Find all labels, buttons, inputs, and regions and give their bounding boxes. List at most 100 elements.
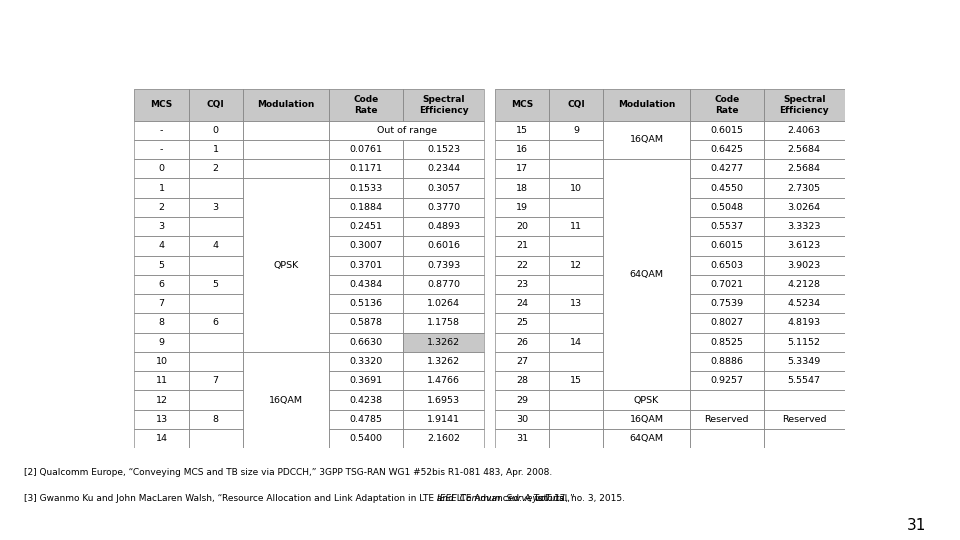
- Bar: [549, 294, 603, 313]
- Text: 0.8886: 0.8886: [710, 357, 743, 366]
- Text: -: -: [159, 126, 163, 135]
- Text: 12: 12: [570, 261, 582, 269]
- Text: 0.4785: 0.4785: [349, 415, 383, 424]
- Bar: [188, 198, 243, 217]
- Bar: [134, 390, 188, 410]
- Text: 1.0264: 1.0264: [427, 299, 460, 308]
- Text: 0.1171: 0.1171: [349, 164, 383, 173]
- Text: 0.6630: 0.6630: [349, 338, 383, 347]
- Bar: [134, 179, 188, 198]
- Bar: [329, 352, 403, 371]
- Bar: [763, 198, 845, 217]
- Bar: [403, 275, 485, 294]
- Text: 11: 11: [156, 376, 167, 385]
- Bar: [329, 313, 403, 333]
- Text: 5: 5: [158, 261, 164, 269]
- Bar: [690, 179, 763, 198]
- Bar: [134, 121, 188, 140]
- Bar: [763, 89, 845, 121]
- Text: 4.8193: 4.8193: [787, 319, 821, 327]
- Bar: [134, 159, 188, 179]
- Bar: [134, 198, 188, 217]
- Bar: [403, 313, 485, 333]
- Bar: [549, 89, 603, 121]
- Bar: [403, 410, 485, 429]
- Bar: [188, 237, 243, 255]
- Bar: [763, 179, 845, 198]
- Bar: [329, 121, 485, 140]
- Bar: [329, 237, 403, 255]
- Bar: [403, 179, 485, 198]
- Text: 64QAM: 64QAM: [630, 434, 663, 443]
- Text: 25: 25: [516, 319, 528, 327]
- Bar: [603, 121, 690, 159]
- Bar: [690, 352, 763, 371]
- Bar: [134, 179, 188, 198]
- Bar: [690, 275, 763, 294]
- Bar: [243, 159, 329, 179]
- Bar: [549, 333, 603, 352]
- Text: Modulation: Modulation: [618, 100, 675, 110]
- Bar: [329, 159, 403, 179]
- Text: [3] Gwanmo Ku and John MacLaren Walsh, “Resource Allocation and Link Adaptation : [3] Gwanmo Ku and John MacLaren Walsh, “…: [24, 494, 578, 503]
- Bar: [243, 89, 329, 121]
- Bar: [549, 121, 603, 140]
- Bar: [690, 159, 763, 179]
- Text: 3.9023: 3.9023: [787, 261, 821, 269]
- Bar: [243, 179, 329, 352]
- Bar: [403, 333, 485, 352]
- Bar: [549, 352, 603, 371]
- Bar: [494, 294, 549, 313]
- Text: 0.4893: 0.4893: [427, 222, 460, 231]
- Bar: [763, 255, 845, 275]
- Text: 0.6503: 0.6503: [710, 261, 743, 269]
- Text: 5.3349: 5.3349: [787, 357, 821, 366]
- Bar: [329, 429, 403, 448]
- Text: 4.5234: 4.5234: [787, 299, 821, 308]
- Bar: [549, 179, 603, 198]
- Bar: [403, 352, 485, 371]
- Bar: [690, 410, 763, 429]
- Text: MCS: MCS: [511, 100, 533, 110]
- Text: 3: 3: [158, 222, 164, 231]
- Bar: [329, 255, 403, 275]
- Bar: [243, 121, 329, 140]
- Bar: [494, 159, 549, 179]
- Text: 0.7539: 0.7539: [710, 299, 743, 308]
- Bar: [329, 179, 403, 198]
- Bar: [403, 294, 485, 313]
- Bar: [549, 333, 603, 352]
- Bar: [188, 371, 243, 390]
- Text: 2: 2: [213, 164, 219, 173]
- Bar: [690, 217, 763, 237]
- Text: 0.4384: 0.4384: [349, 280, 383, 289]
- Text: 4: 4: [158, 241, 164, 251]
- Bar: [494, 371, 549, 390]
- Bar: [603, 121, 690, 159]
- Text: 7: 7: [158, 299, 164, 308]
- Text: 0.3770: 0.3770: [427, 203, 460, 212]
- Text: 0.0761: 0.0761: [349, 145, 383, 154]
- Bar: [188, 217, 243, 237]
- Text: 24: 24: [516, 299, 528, 308]
- Bar: [494, 410, 549, 429]
- Text: 0: 0: [213, 126, 219, 135]
- Bar: [549, 255, 603, 275]
- Bar: [134, 352, 188, 371]
- Bar: [494, 179, 549, 198]
- Text: 0.3057: 0.3057: [427, 184, 460, 193]
- Text: 0.2344: 0.2344: [427, 164, 460, 173]
- Bar: [690, 371, 763, 390]
- Text: 0.6015: 0.6015: [710, 126, 743, 135]
- Bar: [494, 140, 549, 159]
- Text: 0.9257: 0.9257: [710, 376, 743, 385]
- Text: MCS Table [2, 3]: MCS Table [2, 3]: [24, 27, 329, 60]
- Text: 0.5400: 0.5400: [349, 434, 383, 443]
- Bar: [403, 217, 485, 237]
- Bar: [243, 140, 329, 159]
- Bar: [690, 255, 763, 275]
- Bar: [329, 333, 403, 352]
- Bar: [494, 255, 549, 275]
- Bar: [243, 159, 329, 179]
- Text: 14: 14: [156, 434, 167, 443]
